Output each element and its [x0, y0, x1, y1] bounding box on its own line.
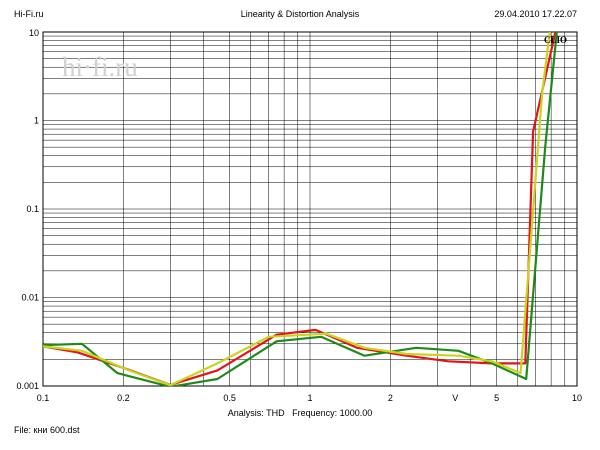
x-axis-tick-labels: 0.1 0.2 0.5 1 2 V 5 10 — [37, 393, 582, 403]
frequency-label: Frequency: 1000.00 — [292, 408, 373, 418]
analysis-label: Analysis: THD — [227, 408, 285, 418]
chart-title: Linearity & Distortion Analysis — [240, 9, 360, 19]
x-tick-label: 0.5 — [223, 393, 236, 403]
x-tick-label: 0.1 — [37, 393, 50, 403]
x-tick-label: 1 — [307, 393, 312, 403]
x-tick-label: 0.2 — [117, 393, 130, 403]
clio-badge: CLIO — [544, 35, 567, 45]
chart-grid — [43, 32, 577, 386]
y-tick-label: 0.01 — [21, 293, 39, 303]
y-axis-tick-labels: 10 1 0.1 0.01 0.001 — [16, 28, 39, 391]
y-tick-label: 0.001 — [16, 381, 39, 391]
x-tick-label: V — [452, 393, 458, 403]
series-line-1 — [43, 32, 557, 386]
x-tick-label: 5 — [494, 393, 499, 403]
watermark-logo: hi·fi.ru — [62, 52, 138, 82]
x-tick-label: 10 — [572, 393, 582, 403]
file-label: File: кни 600.dst — [14, 425, 80, 435]
series-layer — [43, 32, 558, 386]
series-line-2 — [43, 32, 558, 386]
y-tick-label: 0.1 — [26, 204, 39, 214]
series-line-3 — [43, 32, 551, 386]
y-tick-label: 1 — [34, 116, 39, 126]
plot-frame — [42, 31, 578, 387]
analysis-info: Analysis: THD Frequency: 1000.00 — [0, 408, 600, 418]
x-tick-label: 2 — [388, 393, 393, 403]
y-tick-label: 10 — [29, 28, 39, 38]
header-timestamp: 29.04.2010 17.22.07 — [494, 9, 577, 19]
header-left-label: Hi-Fi.ru — [14, 9, 44, 19]
